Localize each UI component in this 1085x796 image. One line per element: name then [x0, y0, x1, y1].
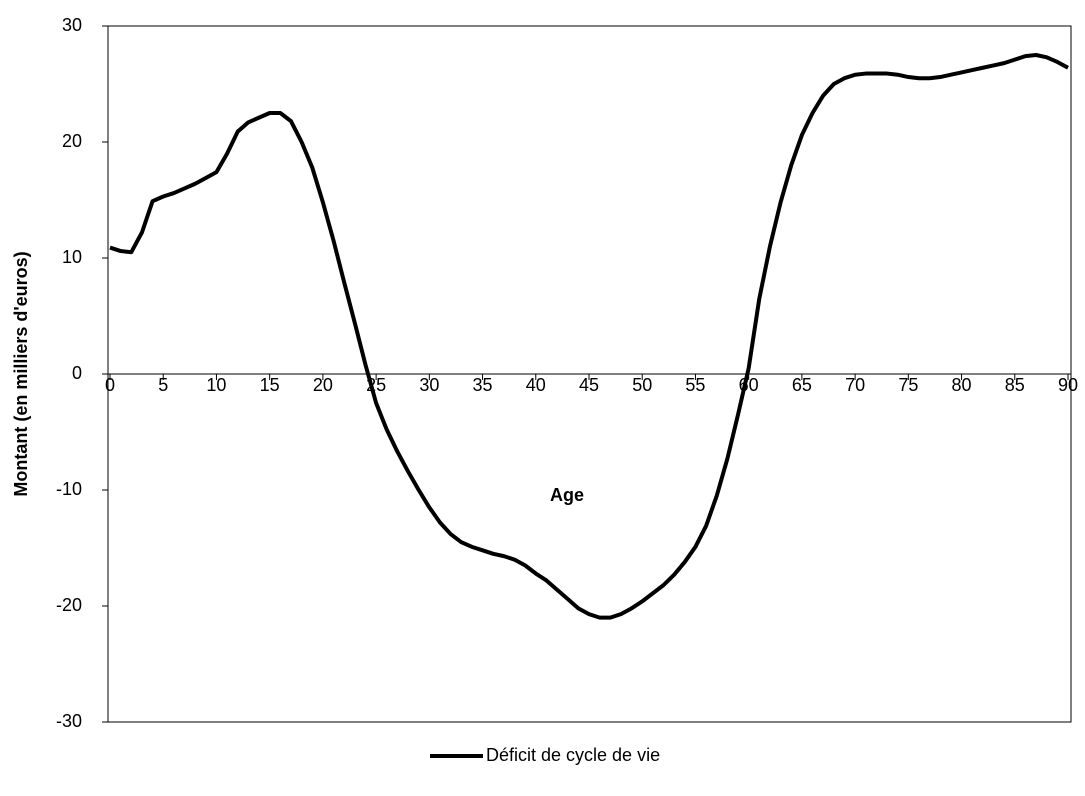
x-tick-label: 70 [845, 375, 865, 395]
x-tick-label: 65 [792, 375, 812, 395]
legend-label: Déficit de cycle de vie [486, 745, 660, 765]
y-axis-title: Montant (en milliers d'euros) [11, 251, 31, 496]
x-tick-label: 35 [473, 375, 493, 395]
y-tick-label: 20 [62, 131, 82, 151]
x-tick-label: 50 [632, 375, 652, 395]
x-tick-label: 15 [260, 375, 280, 395]
x-tick-label: 75 [898, 375, 918, 395]
x-tick-label: 20 [313, 375, 333, 395]
x-tick-label: 40 [526, 375, 546, 395]
x-tick-label: 10 [206, 375, 226, 395]
y-tick-label: -10 [56, 479, 82, 499]
y-tick-label: 10 [62, 247, 82, 267]
x-tick-label: 80 [952, 375, 972, 395]
x-tick-label: 90 [1058, 375, 1078, 395]
x-tick-label: 85 [1005, 375, 1025, 395]
x-tick-label: 5 [158, 375, 168, 395]
data-line [109, 53, 1069, 620]
x-tick-label: 30 [419, 375, 439, 395]
y-tick-label: 30 [62, 15, 82, 35]
x-tick-label: 0 [105, 375, 115, 395]
y-tick-label: -30 [56, 711, 82, 731]
x-tick-label: 45 [579, 375, 599, 395]
x-axis-title: Age [550, 485, 584, 505]
y-tick-label: -20 [56, 595, 82, 615]
y-tick-label: 0 [72, 363, 82, 383]
x-tick-label: 55 [685, 375, 705, 395]
